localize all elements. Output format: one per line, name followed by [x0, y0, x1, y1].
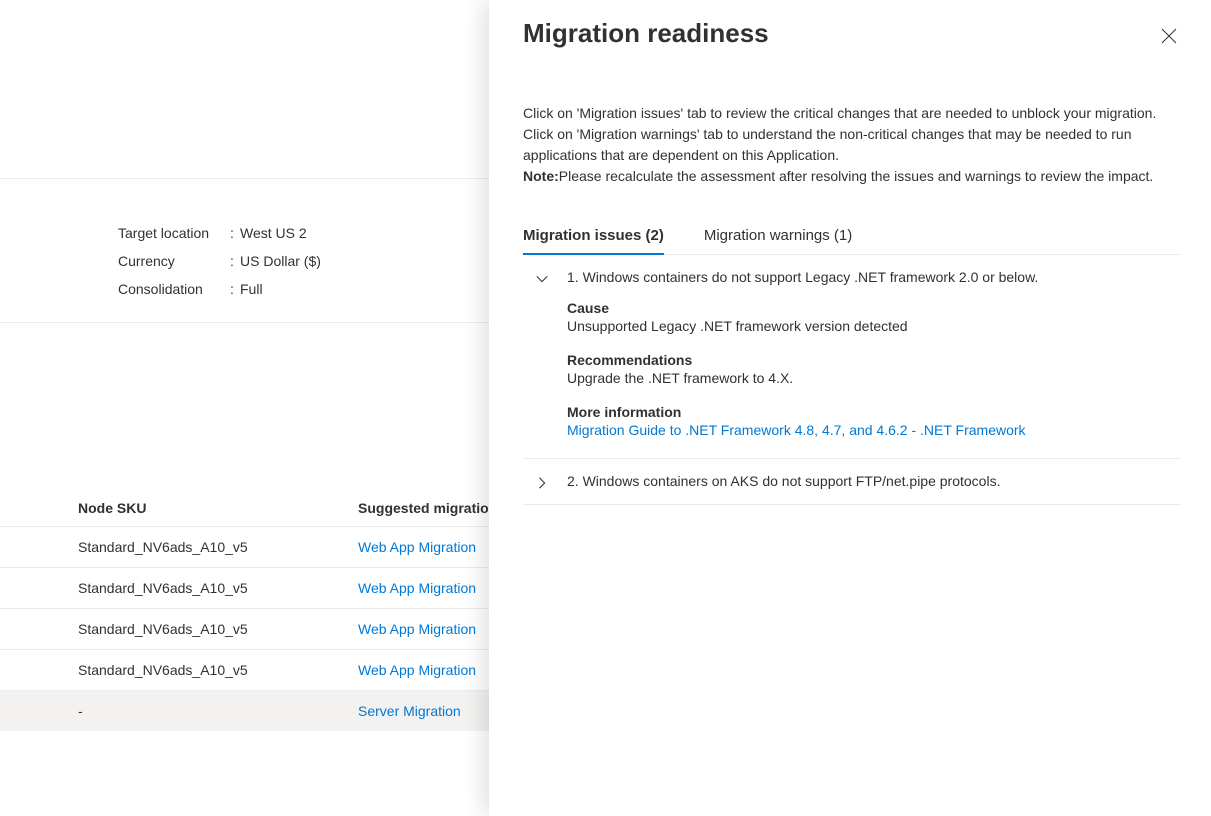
property-row: Consolidation : Full	[118, 281, 321, 297]
property-row: Currency : US Dollar ($)	[118, 253, 321, 269]
property-label: Currency	[118, 253, 230, 269]
recommendations-label: Recommendations	[567, 352, 1173, 368]
cell-nodesku: Standard_NV6ads_A10_v5	[78, 580, 358, 596]
cell-nodesku: Standard_NV6ads_A10_v5	[78, 662, 358, 678]
panel-title: Migration readiness	[523, 18, 769, 49]
close-button[interactable]	[1157, 24, 1181, 51]
cell-nodesku: -	[78, 703, 358, 719]
property-label: Consolidation	[118, 281, 230, 297]
description-text: Click on 'Migration issues' tab to revie…	[523, 105, 1156, 163]
panel-description: Click on 'Migration issues' tab to revie…	[523, 103, 1181, 187]
property-colon: :	[230, 253, 240, 269]
issues-list: 1. Windows containers do not support Leg…	[523, 255, 1181, 505]
cell-nodesku: Standard_NV6ads_A10_v5	[78, 621, 358, 637]
cell-nodesku: Standard_NV6ads_A10_v5	[78, 539, 358, 555]
property-value: West US 2	[240, 225, 307, 241]
properties-section: Target location : West US 2 Currency : U…	[118, 225, 321, 309]
property-value: US Dollar ($)	[240, 253, 321, 269]
cause-label: Cause	[567, 300, 1173, 316]
note-text: Please recalculate the assessment after …	[559, 168, 1154, 184]
tabs-container: Migration issues (2) Migration warnings …	[523, 217, 1181, 255]
property-label: Target location	[118, 225, 230, 241]
property-colon: :	[230, 225, 240, 241]
issue-header[interactable]: 1. Windows containers do not support Leg…	[523, 255, 1181, 300]
issue-header[interactable]: 2. Windows containers on AKS do not supp…	[523, 459, 1181, 504]
issue-item: 2. Windows containers on AKS do not supp…	[523, 459, 1181, 505]
close-icon	[1161, 28, 1177, 44]
migration-readiness-panel: Migration readiness Click on 'Migration …	[489, 0, 1211, 816]
issue-item: 1. Windows containers do not support Leg…	[523, 255, 1181, 459]
tab-migration-warnings[interactable]: Migration warnings (1)	[704, 217, 852, 254]
note-label: Note:	[523, 168, 559, 184]
cause-text: Unsupported Legacy .NET framework versio…	[567, 318, 1173, 334]
recommendations-text: Upgrade the .NET framework to 4.X.	[567, 370, 1173, 386]
column-header-nodesku[interactable]: Node SKU	[78, 500, 358, 516]
issue-title: 2. Windows containers on AKS do not supp…	[567, 473, 1000, 489]
more-info-link[interactable]: Migration Guide to .NET Framework 4.8, 4…	[567, 422, 1173, 438]
issue-title: 1. Windows containers do not support Leg…	[567, 269, 1038, 285]
issue-body: Cause Unsupported Legacy .NET framework v…	[523, 300, 1181, 458]
property-row: Target location : West US 2	[118, 225, 321, 241]
chevron-down-icon	[535, 272, 549, 286]
property-value: Full	[240, 281, 263, 297]
panel-header: Migration readiness	[523, 18, 1181, 51]
tab-migration-issues[interactable]: Migration issues (2)	[523, 217, 664, 254]
property-colon: :	[230, 281, 240, 297]
chevron-right-icon	[535, 476, 549, 490]
more-info-label: More information	[567, 404, 1173, 420]
